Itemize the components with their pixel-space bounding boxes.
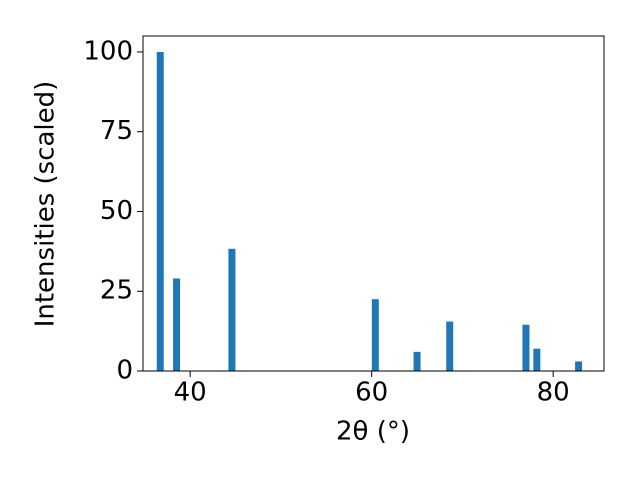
x-tick-label: 80 <box>537 378 570 408</box>
y-tick-label: 75 <box>100 116 133 146</box>
bar <box>173 278 181 371</box>
bar <box>575 361 583 371</box>
bar <box>533 348 541 371</box>
y-tick-label: 100 <box>83 36 133 66</box>
x-tick-label: 60 <box>355 378 388 408</box>
y-tick-label: 0 <box>116 356 133 386</box>
bar <box>228 248 236 371</box>
y-tick-label: 25 <box>100 276 133 306</box>
plot-frame <box>142 35 605 372</box>
bar <box>156 51 164 371</box>
y-axis-label: Intensities (scaled) <box>31 81 61 328</box>
bar <box>522 324 530 371</box>
x-axis-label: 2θ (°) <box>336 417 410 447</box>
x-tick-label: 40 <box>174 378 207 408</box>
bar <box>446 321 454 371</box>
bar <box>371 299 379 371</box>
y-tick-label: 50 <box>100 196 133 226</box>
bar <box>413 351 421 371</box>
